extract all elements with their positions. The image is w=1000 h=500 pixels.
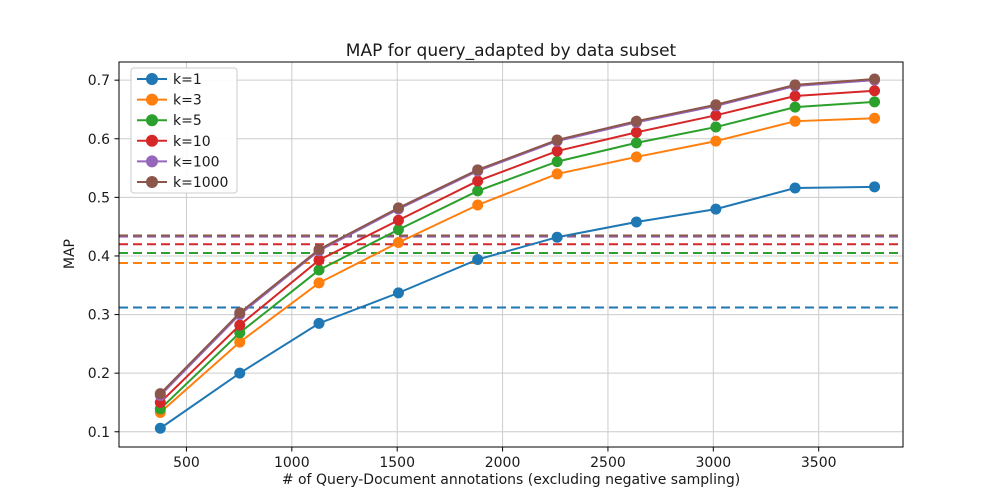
marker-k=5: [551, 156, 563, 168]
marker-k=1000: [234, 307, 246, 319]
marker-k=1000: [630, 115, 642, 127]
series-line-k=1000: [159, 77, 875, 395]
marker-k=3: [710, 135, 722, 147]
legend-item-k=5: k=5: [137, 113, 202, 129]
series-line-k=5: [159, 100, 875, 410]
marker-k=10: [313, 254, 325, 266]
y-axis-label: MAP: [62, 239, 78, 270]
marker-k=3: [551, 168, 563, 180]
marker-k=10: [789, 90, 801, 102]
legend-label: k=1000: [173, 175, 228, 191]
y-tick-label: 0.5: [88, 190, 110, 206]
chart-title: MAP for query_adapted by data subset: [345, 41, 677, 61]
legend-label: k=10: [173, 134, 211, 150]
legend-item-k=3: k=3: [137, 93, 202, 109]
marker-k=5: [789, 101, 801, 113]
marker-k=1: [392, 287, 404, 299]
marker-k=10: [392, 214, 404, 226]
legend-label: k=100: [173, 154, 220, 170]
marker-k=1000: [154, 388, 166, 400]
x-tick-label: 3500: [801, 455, 837, 471]
y-tick-label: 0.4: [88, 249, 110, 265]
marker-k=1: [472, 253, 484, 265]
marker-k=1000: [789, 79, 801, 91]
marker-k=5: [869, 96, 881, 108]
legend-marker: [146, 176, 158, 188]
marker-k=1: [234, 367, 246, 379]
legend-label: k=1: [173, 72, 202, 88]
marker-k=10: [551, 145, 563, 157]
legend: k=1 k=3 k=5 k=10 k=100 k=1000: [130, 67, 238, 194]
marker-k=1: [789, 182, 801, 194]
marker-k=5: [392, 224, 404, 236]
marker-k=1: [313, 317, 325, 329]
legend-label: k=3: [173, 93, 202, 109]
marker-k=3: [789, 115, 801, 127]
marker-k=10: [630, 126, 642, 138]
marker-k=3: [869, 112, 881, 124]
x-axis-label: # of Query-Document annotations (excludi…: [281, 472, 741, 488]
marker-k=5: [710, 121, 722, 133]
marker-k=1: [630, 216, 642, 228]
legend-marker: [146, 155, 158, 168]
x-tick-label: 2500: [590, 455, 626, 471]
series-line-k=100: [159, 79, 875, 397]
marker-k=1000: [472, 164, 484, 176]
marker-k=5: [472, 185, 484, 197]
marker-k=5: [630, 137, 642, 149]
marker-k=1000: [313, 244, 325, 256]
legend-marker: [146, 73, 158, 85]
y-tick-label: 0.2: [88, 366, 110, 382]
legend-marker: [146, 114, 158, 127]
marker-k=5: [234, 327, 246, 339]
marker-k=3: [392, 236, 404, 248]
marker-k=3: [234, 336, 246, 348]
plot-frame: [118, 61, 904, 448]
legend-marker: [146, 134, 158, 147]
marker-k=1000: [869, 73, 881, 85]
x-tick-label: 1500: [379, 455, 415, 471]
y-tick-label: 0.3: [88, 308, 110, 324]
marker-k=1000: [551, 134, 563, 146]
series-line-k=10: [159, 89, 875, 404]
legend-item-k=1: k=1: [137, 72, 202, 88]
legend-label: k=5: [173, 113, 202, 129]
legend-marker: [146, 93, 158, 106]
marker-k=10: [234, 319, 246, 331]
marker-k=3: [630, 151, 642, 163]
marker-k=1: [551, 231, 563, 243]
marker-k=1: [710, 203, 722, 215]
marker-k=3: [313, 277, 325, 289]
marker-k=3: [472, 199, 484, 211]
marker-k=1000: [710, 99, 722, 111]
series-line-k=1: [159, 185, 875, 430]
marker-k=1: [869, 181, 881, 193]
marker-k=1000: [392, 202, 404, 214]
legend-item-k=100: k=100: [137, 154, 220, 170]
y-tick-label: 0.1: [88, 425, 110, 441]
x-tick-label: 3000: [696, 455, 732, 471]
x-tick-label: 1000: [274, 455, 310, 471]
legend-item-k=1000: k=1000: [137, 175, 228, 191]
marker-k=10: [710, 109, 722, 121]
legend-item-k=10: k=10: [137, 134, 211, 150]
y-tick-label: 0.6: [88, 132, 110, 148]
marker-k=10: [869, 85, 881, 97]
marker-k=10: [472, 175, 484, 187]
marker-k=1: [154, 422, 166, 434]
series-line-k=3: [159, 117, 875, 414]
x-tick-label: 500: [173, 455, 200, 471]
marker-k=5: [313, 264, 325, 276]
x-tick-label: 2000: [485, 455, 521, 471]
y-tick-label: 0.7: [88, 73, 110, 89]
